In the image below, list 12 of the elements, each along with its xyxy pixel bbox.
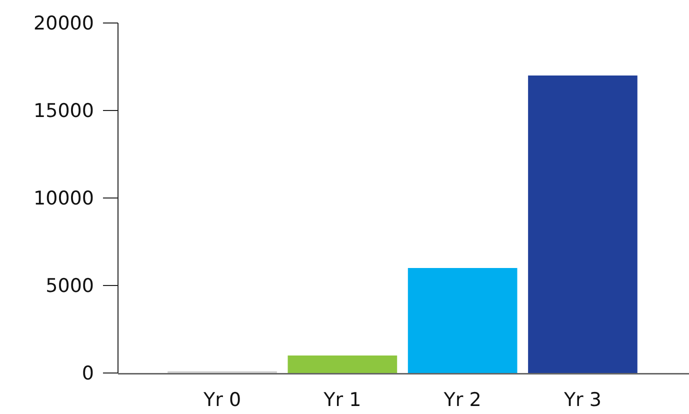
x-tick-label: Yr 0	[202, 389, 242, 411]
x-tick-label: Yr 3	[562, 389, 602, 411]
x-tick-label: Yr 1	[322, 389, 362, 411]
y-tick-label: 15000	[34, 100, 94, 122]
y-tick-label: 10000	[34, 188, 94, 210]
y-tick-label: 0	[82, 362, 94, 385]
bar	[288, 356, 398, 373]
bar	[408, 268, 518, 373]
y-tick-label: 5000	[46, 275, 94, 298]
y-tick-label: 20000	[34, 12, 94, 35]
x-tick-label: Yr 2	[442, 389, 482, 411]
bar	[528, 76, 638, 373]
